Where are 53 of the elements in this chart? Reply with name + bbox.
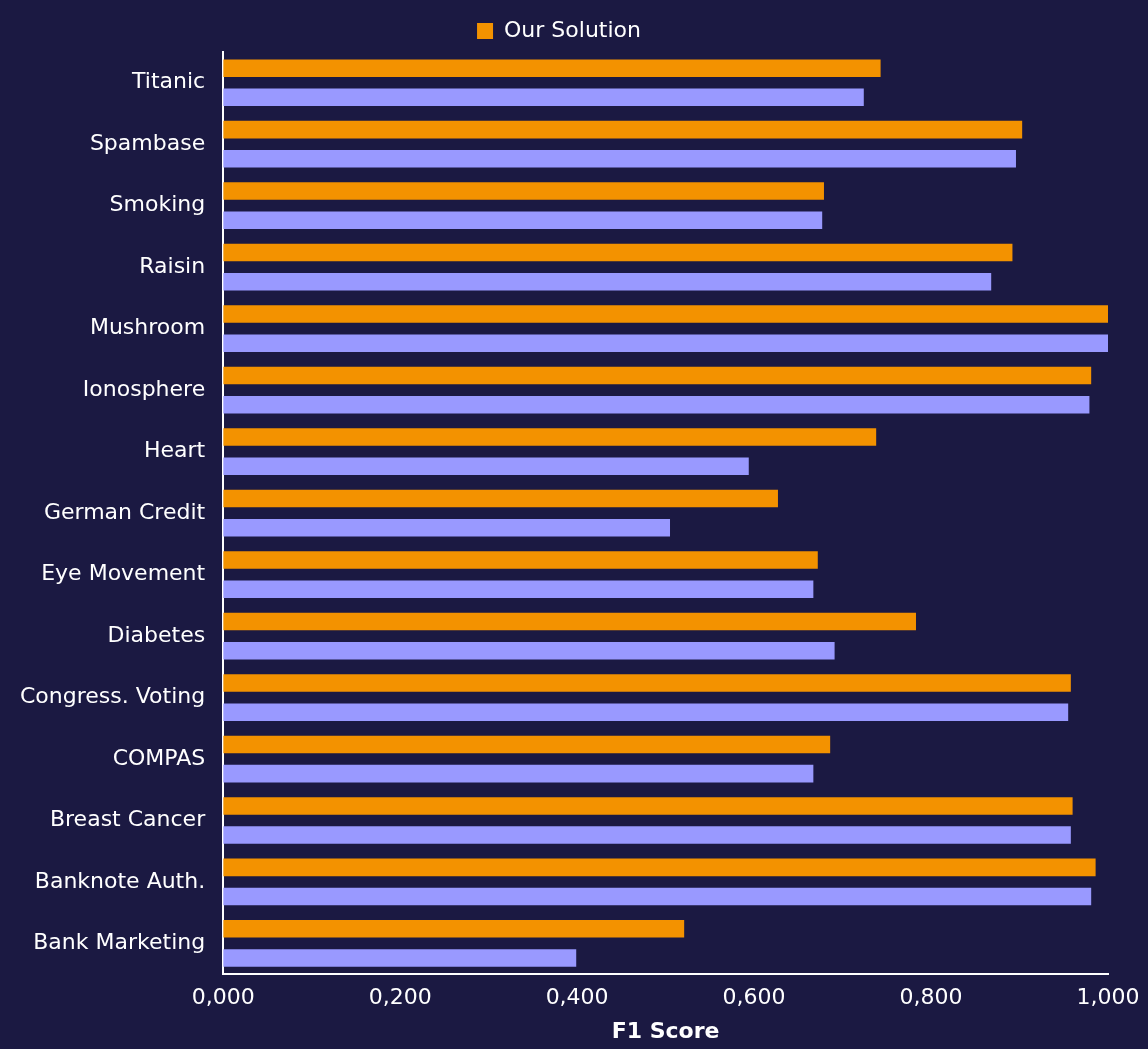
y-tick-label: Bank Marketing — [33, 929, 206, 955]
bar — [223, 703, 1069, 721]
y-tick-label: Mushroom — [89, 314, 206, 340]
bar — [223, 826, 1071, 844]
bar — [223, 764, 814, 783]
y-tick-label: Diabetes — [107, 621, 206, 647]
bar — [223, 120, 1023, 139]
x-tick-label: 0,400 — [545, 984, 609, 1010]
bar — [223, 457, 749, 475]
bar — [223, 366, 1092, 385]
bar — [223, 887, 1092, 906]
bar — [223, 735, 831, 754]
x-tick-label: 0,600 — [722, 984, 786, 1010]
bar — [223, 920, 685, 938]
bar — [223, 243, 1013, 262]
bar — [223, 612, 916, 631]
bar — [223, 674, 1071, 692]
bar — [223, 395, 1090, 414]
bar — [223, 334, 1108, 353]
y-tick-label: Ionosphere — [82, 375, 206, 401]
bar — [223, 150, 1016, 168]
x-axis-title: F1 Score — [611, 1017, 720, 1043]
bar — [223, 273, 992, 291]
y-tick-label: Spambase — [89, 129, 206, 155]
bar — [223, 182, 824, 200]
y-tick-label: Smoking — [109, 191, 206, 217]
bar — [223, 858, 1096, 877]
legend-label: Our Solution — [504, 16, 641, 42]
bar — [223, 489, 778, 508]
bar — [223, 211, 823, 230]
bar — [223, 428, 877, 446]
bar — [223, 580, 814, 598]
y-tick-label: Heart — [143, 437, 206, 463]
bar — [223, 551, 818, 569]
y-tick-label: Titanic — [131, 68, 206, 94]
x-tick-label: 0,000 — [191, 984, 255, 1010]
bar — [223, 797, 1073, 815]
x-tick-label: 1,000 — [1076, 984, 1140, 1010]
bar — [223, 88, 864, 107]
x-tick-label: 0,800 — [899, 984, 963, 1010]
y-tick-label: German Credit — [43, 498, 206, 524]
y-tick-label: Eye Movement — [41, 560, 206, 586]
y-tick-label: Congress. Voting — [20, 683, 206, 709]
y-tick-label: Breast Cancer — [49, 806, 207, 832]
y-tick-label: Banknote Auth. — [34, 867, 206, 893]
bar — [223, 305, 1108, 323]
bar — [223, 641, 835, 660]
bar — [223, 59, 881, 77]
bar — [223, 949, 577, 967]
y-tick-label: Raisin — [139, 252, 206, 278]
bar — [223, 518, 671, 537]
y-tick-label: COMPAS — [112, 744, 206, 770]
x-tick-label: 0,200 — [368, 984, 432, 1010]
